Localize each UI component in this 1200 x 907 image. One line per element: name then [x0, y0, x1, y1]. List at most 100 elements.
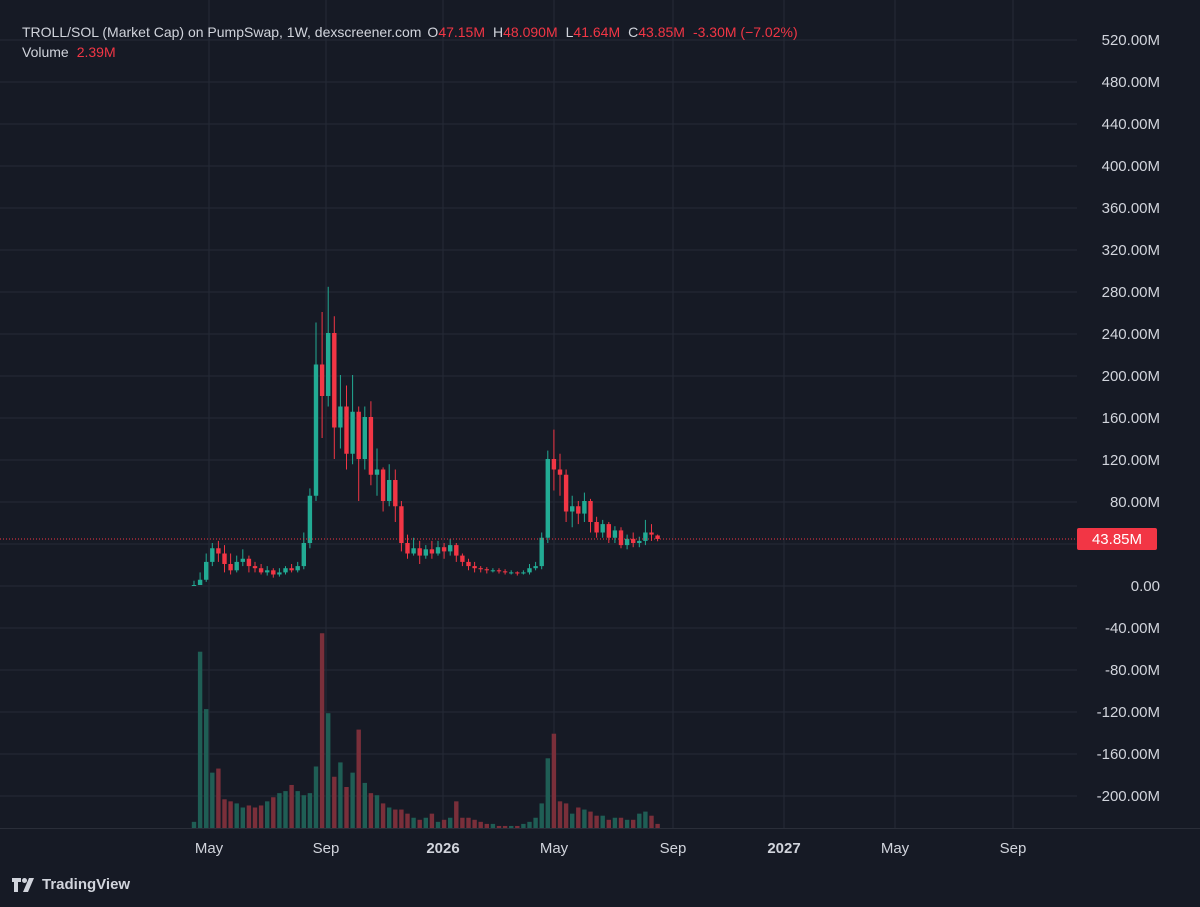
candle	[368, 401, 374, 486]
candle	[624, 534, 630, 550]
candle-body	[606, 524, 611, 538]
candle-body	[191, 585, 197, 586]
price-tick-label: -40.00M	[1105, 620, 1160, 637]
price-tick-label: 240.00M	[1102, 326, 1160, 343]
candle-body	[301, 543, 306, 567]
candle-body	[490, 570, 496, 572]
price-tick-label: 400.00M	[1102, 158, 1160, 175]
volume-bar	[539, 803, 544, 828]
volume-bar	[594, 815, 599, 828]
candle-body	[637, 540, 642, 543]
candle	[509, 570, 514, 575]
time-tick-label: 2027	[767, 840, 800, 857]
volume-bar	[252, 807, 258, 828]
price-axis: 520.00M 480.00M 440.00M 400.00M 360.00M 320.0…	[1097, 32, 1160, 805]
volume-bar	[240, 807, 245, 828]
candle	[319, 312, 325, 438]
volume-bar	[557, 801, 563, 828]
low-value: 41.64M	[573, 24, 621, 40]
candle	[210, 543, 215, 567]
ohlc-row: TROLL/SOL (Market Cap) on PumpSwap, 1W, …	[22, 22, 798, 42]
candle	[643, 519, 648, 546]
candle-body	[527, 568, 532, 573]
volume-bar	[527, 821, 532, 828]
time-axis: May Sep 2026 May Sep 2027 May Sep	[195, 840, 1027, 857]
brand-name: TradingView	[42, 876, 131, 893]
candle-body	[265, 570, 270, 573]
tradingview-logo[interactable]: TradingView	[12, 876, 130, 893]
candle	[460, 553, 465, 567]
candle-body	[380, 469, 386, 501]
volume-bar	[521, 823, 526, 828]
volume-bar	[265, 801, 270, 828]
candle-body	[228, 564, 233, 571]
candle	[362, 406, 367, 470]
candle	[594, 516, 599, 538]
change-value: -3.30M (−7.02%)	[692, 24, 798, 40]
time-tick-label: Sep	[1000, 840, 1027, 857]
price-tick-label: 200.00M	[1102, 368, 1160, 385]
symbol-title[interactable]: TROLL/SOL (Market Cap) on PumpSwap, 1W, …	[22, 24, 422, 40]
volume-bar	[356, 729, 361, 828]
candle	[246, 555, 252, 573]
last-price-badge: 43.85M	[1077, 527, 1157, 550]
volume-bar	[210, 772, 215, 828]
candle-body	[271, 570, 276, 575]
candle	[429, 540, 435, 559]
volume-bar	[387, 807, 392, 828]
volume-bar	[466, 817, 471, 828]
candle-body	[466, 561, 471, 567]
volume-bar	[441, 819, 447, 828]
candle-body	[502, 571, 508, 573]
candle	[228, 553, 233, 575]
volume-bar	[624, 819, 630, 828]
candle	[356, 406, 361, 501]
candle-body	[277, 572, 282, 575]
volume-bar	[600, 815, 605, 828]
volume-bar	[551, 733, 557, 828]
volume-label[interactable]: Volume	[22, 44, 69, 60]
candle-body	[624, 538, 630, 546]
volume-bar	[576, 807, 581, 828]
high-value: 48.090M	[503, 24, 558, 40]
volume-bar	[197, 651, 203, 828]
candle	[600, 519, 605, 538]
candle-body	[362, 417, 367, 459]
candle	[637, 536, 642, 548]
price-tick-label: -200.00M	[1097, 788, 1160, 805]
volume-bar	[429, 813, 435, 828]
volume-bar	[533, 817, 538, 828]
candle	[588, 498, 593, 533]
candle-body	[533, 566, 538, 569]
candle	[234, 555, 239, 573]
volume-bar	[655, 823, 660, 828]
volume-bar	[234, 803, 239, 828]
candle-body	[539, 537, 544, 567]
candle	[582, 492, 587, 522]
candle-body	[557, 469, 563, 475]
candle	[332, 316, 337, 459]
price-tick-label: 0.00	[1131, 578, 1160, 595]
candle-body	[643, 532, 648, 541]
volume-bar	[649, 815, 654, 828]
volume-bar	[509, 825, 514, 828]
candle-body	[246, 558, 252, 567]
candle	[515, 571, 520, 576]
candle	[307, 488, 313, 549]
candle-body	[570, 506, 575, 512]
candle	[417, 540, 422, 564]
candle-body	[350, 411, 355, 454]
volume-bar	[374, 795, 380, 828]
volume-bar	[399, 809, 404, 828]
price-tick-label: 80.00M	[1110, 494, 1160, 511]
candle	[435, 540, 441, 556]
high-label: H	[493, 24, 504, 40]
candle	[496, 568, 502, 574]
tradingview-icon	[12, 877, 34, 892]
candle	[423, 545, 428, 559]
candle-body	[252, 566, 258, 569]
volume-bar	[350, 772, 355, 828]
price-tick-label: 120.00M	[1102, 452, 1160, 469]
volume-bar	[612, 817, 618, 828]
